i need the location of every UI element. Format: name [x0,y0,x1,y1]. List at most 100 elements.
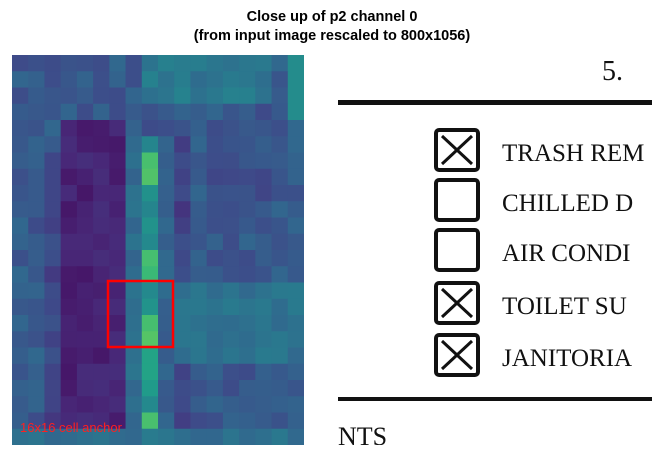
heatmap-cell [93,363,110,381]
heatmap-cell [141,298,159,316]
heatmap-cell [141,71,159,89]
heatmap-cell [12,71,29,89]
heatmap-cell [93,136,110,154]
heatmap-cell [76,380,94,397]
heatmap-cell [255,363,273,381]
heatmap-cell [206,331,224,349]
heatmap-cell [158,298,175,316]
heatmap-cell [158,87,175,105]
heatmap-cell [44,412,62,430]
heatmap-cell [239,298,256,316]
heatmap-cell [93,412,110,430]
heatmap-cell [206,87,224,105]
heatmap-cell [125,201,143,219]
heatmap-cell [255,331,273,349]
heatmap-cell [141,217,159,235]
heatmap-cell [141,428,159,445]
heatmap-cell [271,282,289,300]
heatmap-cell [239,282,256,300]
heatmap-cell [206,266,224,284]
heatmap-cell [206,103,224,121]
heatmap-cell [141,55,159,72]
heatmap-cell [271,87,289,105]
heatmap-cell [12,266,29,284]
heatmap-cell [255,315,273,332]
heatmap-cell [60,120,78,137]
heatmap-cell [222,217,240,235]
heatmap-cell [141,363,159,381]
heatmap-cell [44,396,62,414]
heatmap-panel: 16x16 cell anchor [12,55,304,445]
heatmap-cell [255,201,273,219]
heatmap-cell [222,201,240,219]
heatmap-cell [125,315,143,332]
heatmap-cell [287,201,304,219]
heatmap-cell [190,233,208,251]
heatmap-cell [12,250,29,267]
heatmap-cell [76,71,94,89]
heatmap-cell [206,363,224,381]
heatmap-cell [271,71,289,89]
heatmap-cell [287,331,304,349]
heatmap-cell [158,233,175,251]
heatmap-cell [76,347,94,365]
heatmap-cell [12,120,29,137]
heatmap-cell [271,412,289,430]
heatmap-cell [174,315,192,332]
heatmap-cell [271,103,289,121]
heatmap-cell [287,71,304,89]
heatmap-cell [28,71,46,89]
heatmap-cell [190,412,208,430]
heatmap-cell [125,185,143,202]
heatmap-cell [158,185,175,202]
heatmap-cell [271,152,289,170]
heatmap-cell [206,428,224,445]
heatmap-cell [76,152,94,170]
heatmap-cell [60,428,78,445]
heatmap-cell [271,250,289,267]
heatmap-cell [109,233,127,251]
heatmap-cell [287,412,304,430]
heatmap-cell [60,282,78,300]
heatmap-cell [206,201,224,219]
heatmap-cell [60,55,78,72]
heatmap-cell [76,201,94,219]
heatmap-cell [44,120,62,137]
heatmap-cell [239,103,256,121]
heatmap-cell [222,185,240,202]
heatmap-cell [287,363,304,381]
heatmap-cell [44,55,62,72]
heatmap-cell [93,315,110,332]
heatmap-cell [190,185,208,202]
heatmap-cell [239,331,256,349]
heatmap-cell [174,266,192,284]
heatmap-cell [28,201,46,219]
heatmap-cell [271,347,289,365]
heatmap-cell [174,396,192,414]
heatmap-cell [271,217,289,235]
heatmap-cell [190,298,208,316]
checkmark-x [440,287,474,319]
heatmap-cell [158,71,175,89]
heatmap-cell [76,266,94,284]
heatmap-cell [287,315,304,332]
heatmap-cell [287,347,304,365]
heatmap-cell [255,168,273,186]
heatmap-cell [28,363,46,381]
heatmap-cell [76,185,94,202]
heatmap-cell [60,331,78,349]
heatmap-cell [125,71,143,89]
heatmap-cell [76,87,94,105]
heatmap-cell [109,282,127,300]
heatmap-cell [125,396,143,414]
heatmap-cell [287,152,304,170]
heatmap-cell [125,120,143,137]
heatmap-cell [287,233,304,251]
heatmap-cell [109,396,127,414]
heatmap-cell [76,412,94,430]
heatmap-cell [239,347,256,365]
heatmap-cell [93,87,110,105]
heatmap-cell [12,282,29,300]
heatmap-cell [12,233,29,251]
heatmap-cell [239,266,256,284]
